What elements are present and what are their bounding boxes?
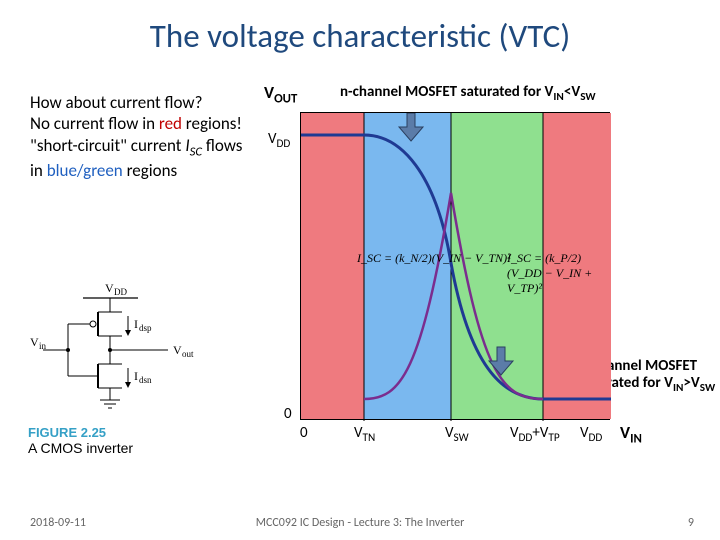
paragraph-2: No current flow in red regions!	[30, 113, 248, 134]
y-axis-title: VOUT	[264, 82, 297, 106]
figure-cmos-inverter: V DD I dsp V out V in	[28, 280, 238, 456]
equation-right: I_SC = (k_P/2)(V_DD − V_IN + V_TP)²	[507, 251, 609, 296]
y-tick-zero: 0	[284, 405, 292, 423]
svg-text:out: out	[182, 349, 194, 359]
equation-left: I_SC = (k_N/2)(V_IN − V_TN)²	[357, 251, 511, 266]
figure-caption: A CMOS inverter	[28, 440, 238, 456]
footer-page: 9	[688, 516, 694, 530]
x-tick-label: VDD+VTP	[510, 424, 560, 445]
svg-text:V: V	[30, 335, 39, 349]
svg-text:I: I	[134, 317, 138, 331]
svg-text:DD: DD	[114, 287, 127, 297]
x-tick-label: 0	[300, 424, 308, 442]
footer-center: MCC092 IC Design - Lecture 3: The Invert…	[256, 516, 465, 530]
paragraph-3: "short-circuit" current ISC flows in blu…	[30, 135, 248, 182]
vtc-chart: VOUT n-channel MOSFET saturated for VIN<…	[260, 100, 700, 460]
svg-text:I: I	[134, 369, 138, 383]
svg-text:dsn: dsn	[139, 375, 152, 385]
x-tick-label: VDD	[580, 424, 602, 445]
x-tick-label: VTN	[354, 424, 375, 445]
footer-date: 2018-09-11	[30, 516, 86, 530]
page-title: The voltage characteristic (VTC)	[0, 0, 720, 56]
y-tick-vdd: VDD	[268, 130, 290, 151]
svg-text:V: V	[105, 281, 114, 295]
figure-number: FIGURE 2.25	[28, 425, 238, 440]
x-axis-title: VIN	[620, 422, 642, 446]
x-tick-label: VSW	[445, 424, 469, 445]
svg-text:in: in	[39, 341, 47, 351]
annotation-nmos: n-channel MOSFET saturated for VIN<VSW	[340, 84, 680, 104]
paragraph-1: How about current flow?	[30, 92, 248, 113]
svg-text:dsp: dsp	[139, 323, 152, 333]
svg-text:V: V	[173, 343, 182, 357]
text-column: How about current flow? No current flow …	[30, 92, 248, 181]
x-axis-labels: 0 VTN VSW VDD+VTP VDD	[300, 424, 610, 446]
plot-area: I_SC = (k_N/2)(V_IN − V_TN)² I_SC = (k_P…	[300, 112, 610, 420]
